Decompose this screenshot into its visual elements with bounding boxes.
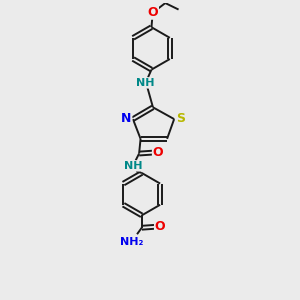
Text: S: S bbox=[176, 112, 185, 125]
Text: O: O bbox=[155, 220, 165, 233]
Text: NH: NH bbox=[124, 161, 142, 171]
Text: O: O bbox=[153, 146, 163, 159]
Text: NH: NH bbox=[136, 78, 154, 88]
Text: O: O bbox=[148, 6, 158, 19]
Text: NH₂: NH₂ bbox=[120, 238, 144, 248]
Text: N: N bbox=[121, 112, 132, 125]
